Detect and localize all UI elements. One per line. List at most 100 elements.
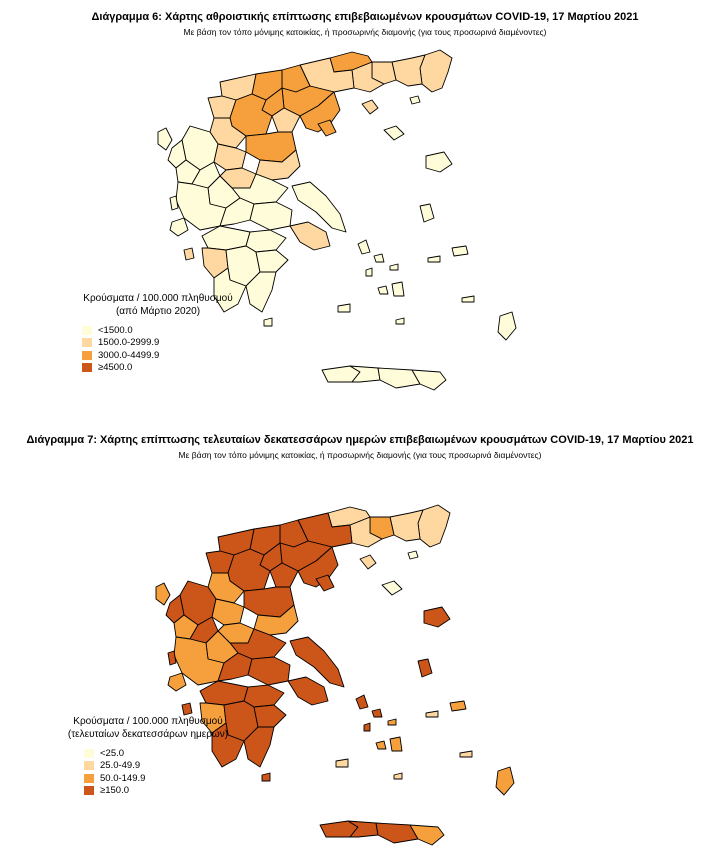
region-kos — [461, 295, 475, 303]
map-subtitle: Με βάση τον τόπο μόνιμης κατοικίας, ή πρ… — [183, 27, 547, 37]
region-lesvos — [425, 151, 453, 173]
greece-choropleth-map — [157, 49, 517, 391]
region-ikaria — [427, 255, 441, 263]
region-trikala — [211, 598, 245, 626]
legend-swatch — [84, 773, 94, 783]
region-limnos — [381, 580, 403, 596]
map-panel-14day: Διάγραμμα 7: Χάρτης επίπτωσης τελευταίων… — [0, 425, 720, 865]
region-rodopi — [391, 54, 426, 87]
legend-item: ≥4500.0 — [82, 362, 258, 375]
map-title: Διάγραμμα 6: Χάρτης αθροιστικής επίπτωση… — [91, 11, 639, 23]
legend-item: 50.0-149.9 — [84, 772, 258, 785]
region-milos — [335, 758, 349, 768]
legend-item: ≥150.0 — [84, 785, 258, 798]
region-samos — [449, 700, 467, 712]
legend-swatch — [84, 748, 94, 758]
legend-label: 25.0-49.9 — [100, 760, 141, 772]
region-viotia — [247, 656, 291, 686]
legend-label: 50.0-149.9 — [100, 772, 146, 784]
legend-title: Κρούσματα / 100.000 πληθυσμού — [73, 716, 223, 727]
region-evia — [289, 636, 345, 688]
legend-title: Κρούσματα / 100.000 πληθυσμού — [83, 293, 233, 304]
region-zakynthos — [183, 247, 195, 261]
region-trikala — [213, 143, 247, 171]
region-lakonia — [245, 271, 277, 313]
region-kos — [459, 750, 473, 758]
region-tinos — [371, 708, 383, 718]
region-chios — [419, 203, 435, 223]
region-santorini — [393, 772, 403, 780]
legend-swatch — [82, 350, 92, 360]
legend-item: <1500.0 — [82, 324, 258, 337]
region-thasos — [361, 99, 379, 115]
region-athos — [317, 119, 337, 137]
region-rhodes — [495, 766, 515, 796]
legend-swatch — [82, 363, 92, 373]
region-lefkada — [169, 195, 179, 211]
region-paros — [377, 285, 389, 295]
legend-swatch — [82, 338, 92, 348]
map-legend: Κρούσματα / 100.000 πληθυσμού (τελευταίω… — [38, 715, 258, 797]
region-evia — [291, 181, 347, 233]
region-syros — [365, 267, 373, 277]
region-mykonos — [389, 263, 399, 271]
legend-item: 3000.0-4499.9 — [82, 349, 258, 362]
region-naxos — [389, 736, 403, 752]
region-korinthia — [243, 684, 285, 708]
legend-label: ≥150.0 — [100, 785, 129, 797]
region-samothraki — [409, 95, 421, 105]
map-subtitle: Με βάση τον τόπο μόνιμης κατοικίας, ή πρ… — [178, 450, 542, 460]
region-lesvos — [423, 606, 451, 628]
region-limnos — [383, 125, 405, 141]
region-kythira — [263, 317, 273, 327]
region-samos — [451, 245, 469, 257]
region-naxos — [391, 281, 405, 297]
legend-label: 3000.0-4499.9 — [98, 349, 160, 361]
region-zakynthos — [181, 702, 193, 716]
region-argolida — [253, 704, 287, 728]
region-attica — [289, 221, 331, 251]
legend-swatch — [82, 325, 92, 335]
region-heraklion — [375, 822, 419, 844]
region-viotia — [249, 201, 293, 231]
region-mykonos — [387, 718, 397, 726]
region-athos — [315, 574, 335, 592]
region-corfu — [157, 127, 173, 151]
region-pieria — [271, 107, 301, 133]
region-syros — [363, 722, 371, 732]
region-corfu — [155, 582, 171, 606]
region-andros — [357, 239, 371, 255]
region-santorini — [395, 317, 405, 325]
region-pieria — [269, 562, 299, 588]
region-heraklion — [377, 367, 421, 389]
region-thasos — [359, 554, 377, 570]
region-messinia — [211, 722, 245, 768]
legend-item: 1500.0-2999.9 — [82, 337, 258, 350]
legend-swatch — [84, 761, 94, 771]
legend-label: ≥4500.0 — [98, 362, 133, 374]
legend-label: <25.0 — [100, 747, 125, 759]
region-kefalonia — [167, 672, 187, 692]
region-paros — [375, 740, 387, 750]
map-title: Διάγραμμα 7: Χάρτης επίπτωσης τελευταίων… — [26, 434, 694, 446]
greece-choropleth-map — [155, 504, 515, 846]
region-argolida — [255, 249, 289, 273]
region-tinos — [373, 253, 385, 263]
region-chios — [417, 658, 433, 678]
region-lefkada — [167, 650, 177, 666]
region-kefalonia — [169, 217, 189, 237]
map-legend: Κρούσματα / 100.000 πληθυσμού (από Μάρτι… — [58, 292, 258, 374]
map-panel-cumulative: Διάγραμμα 6: Χάρτης αθροιστικής επίπτωση… — [0, 0, 720, 425]
legend-label: <1500.0 — [98, 324, 133, 336]
legend-item: 25.0-49.9 — [84, 760, 258, 773]
legend-swatch — [84, 786, 94, 796]
region-kythira — [261, 772, 271, 782]
region-messinia — [213, 267, 247, 313]
region-korinthia — [245, 229, 287, 253]
region-rodopi — [389, 509, 424, 542]
region-samothraki — [407, 550, 419, 560]
region-lasithi — [409, 824, 445, 846]
region-lakonia — [243, 726, 275, 768]
legend-subtitle: (από Μάρτιο 2020) — [115, 306, 201, 317]
legend-subtitle: (τελευταίων δεκατεσσάρων ημερών) — [67, 729, 229, 740]
